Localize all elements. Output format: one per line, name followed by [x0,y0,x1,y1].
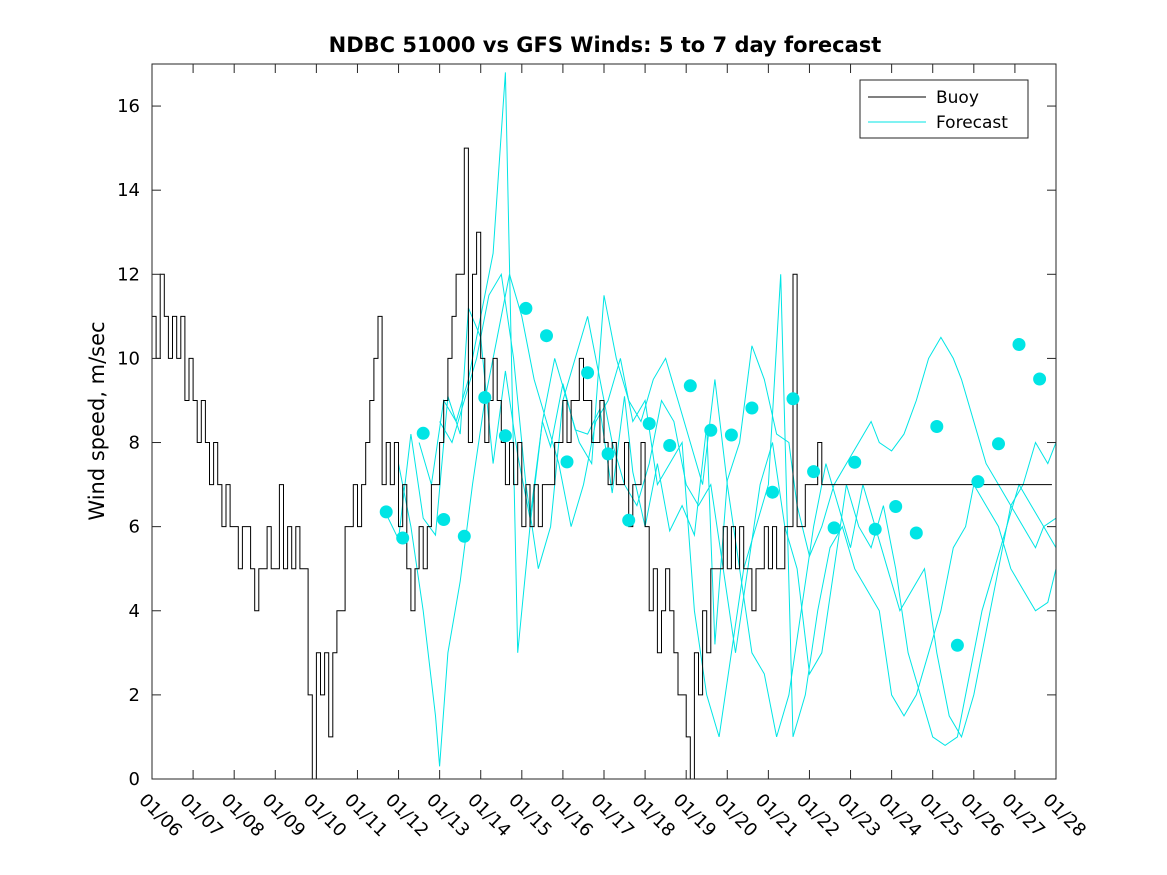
forecast-marker [1033,372,1047,386]
forecast-marker [457,529,471,543]
forecast-marker [1012,338,1026,351]
forecast-marker [540,329,553,343]
forecast-series-line-1 [385,307,1056,645]
forecast-marker [807,465,821,479]
forecast-marker [601,447,615,461]
forecast-marker [622,513,636,527]
forecast-marker [950,638,964,652]
y-tick-label: 0 [129,769,140,790]
buoy-series-line [152,147,1052,779]
y-tick-label: 10 [117,348,140,369]
y-tick-label: 14 [117,180,140,201]
forecast-marker [786,392,800,406]
y-tick-label: 8 [129,433,140,454]
forecast-marker [992,437,1005,451]
legend: Buoy Forecast [859,79,1029,139]
chart-title: NDBC 51000 vs GFS Winds: 5 to 7 day fore… [329,33,882,57]
forecast-marker [379,505,393,519]
plot-area [152,72,1056,779]
forecast-marker [971,475,985,489]
y-tick-label: 16 [117,96,140,117]
forecast-marker [704,423,718,437]
forecast-marker [478,391,492,404]
forecast-marker [848,455,862,469]
forecast-marker [827,521,841,535]
forecast-marker [519,301,533,315]
forecast-marker [437,513,451,526]
y-axis-label: Wind speed, m/sec [85,321,109,520]
forecast-marker [724,428,738,442]
forecast-marker [766,485,779,499]
y-tick-label: 12 [117,264,140,285]
legend-box [859,79,1029,139]
y-tick-label: 6 [129,517,140,538]
forecast-marker [416,426,430,440]
forecast-marker [745,401,759,415]
forecast-marker [889,500,903,513]
forecast-series-line-2 [398,274,1056,767]
forecast-marker [396,531,410,545]
legend-label-buoy: Buoy [936,88,979,108]
plot-layer [152,72,1056,779]
forecast-marker [642,417,656,431]
forecast-marker [909,526,923,540]
forecast-marker [560,455,574,469]
forecast-marker [581,366,595,380]
forecast-marker [663,439,677,452]
legend-label-forecast: Forecast [936,113,1008,133]
y-tick-label: 4 [129,601,140,622]
forecast-marker [930,420,944,433]
forecast-marker [868,522,882,536]
forecast-marker [683,379,697,393]
y-tick-label: 2 [129,685,140,706]
forecast-marker [498,429,512,443]
